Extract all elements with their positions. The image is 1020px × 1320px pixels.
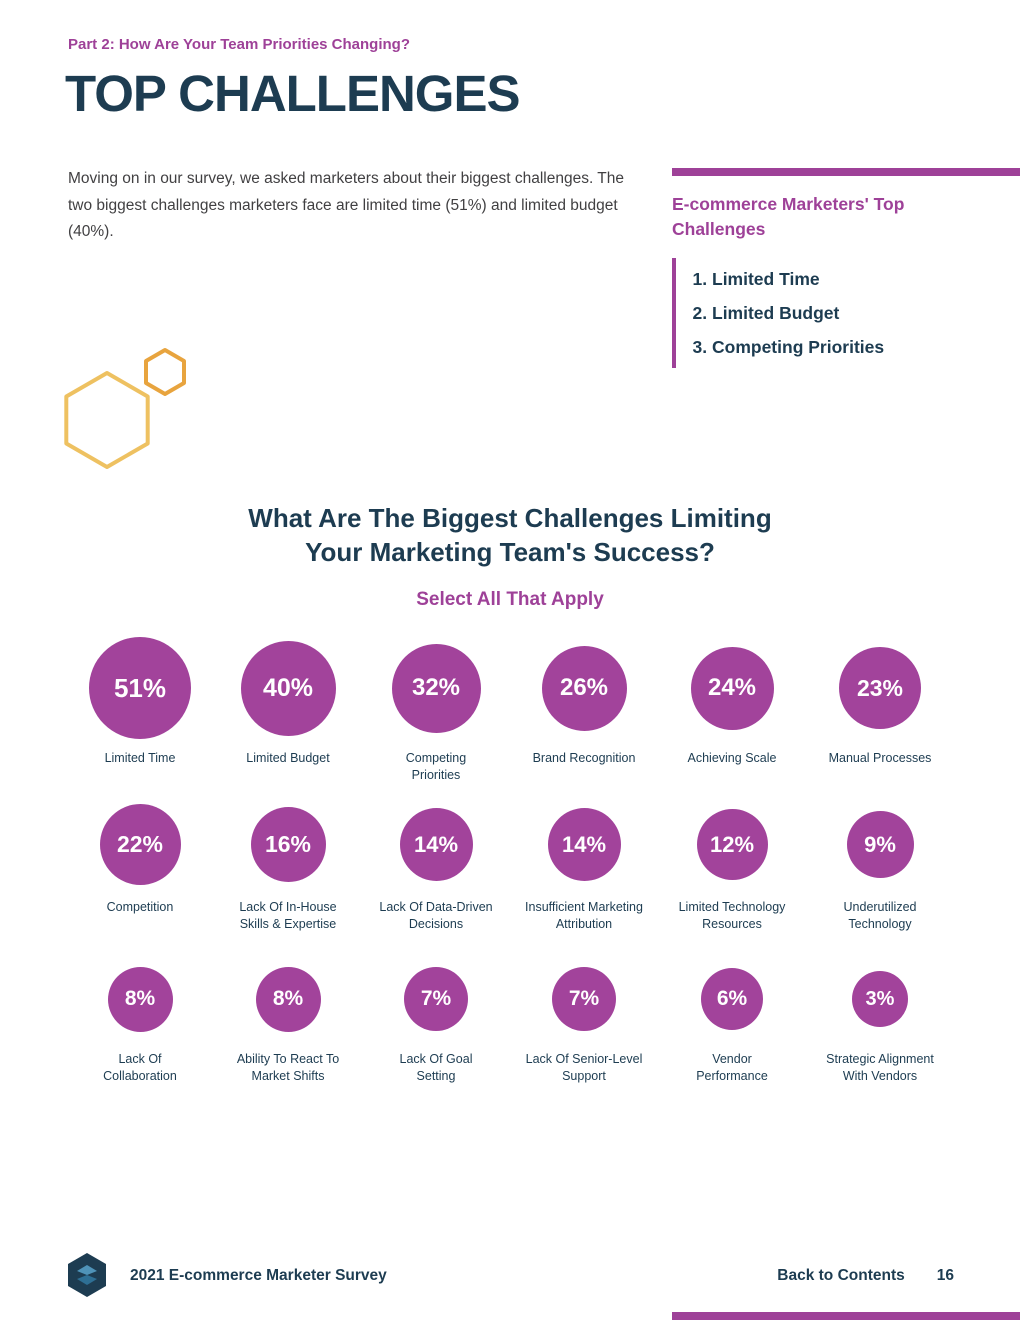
bubble: 40% — [240, 640, 336, 736]
bubble-label: Vendor Performance — [696, 1052, 768, 1084]
intro-paragraph: Moving on in our survey, we asked market… — [68, 170, 625, 241]
bubble: 14% — [547, 808, 621, 881]
bubble-value: 6% — [716, 987, 748, 1010]
bubble-value: 12% — [709, 831, 755, 857]
bubble-item: 32% Competing Priorities — [362, 634, 510, 785]
bubble-label: Lack Of Data-Driven Decisions — [379, 899, 493, 931]
bubble-item: 8% Ability To React To Market Shifts — [214, 955, 362, 1086]
bubble: 23% — [839, 647, 921, 729]
bubble-item: 16% Lack Of In-House Skills & Expertise — [214, 799, 362, 934]
bubble-value: 3% — [865, 987, 895, 1010]
page-title: TOP CHALLENGES — [65, 65, 521, 122]
bubble-value: 24% — [707, 674, 757, 701]
bubble-value: 7% — [420, 987, 452, 1010]
bubble: 51% — [89, 637, 191, 739]
bubble-item: 14% Lack Of Data-Driven Decisions — [362, 799, 510, 934]
bubble-item: 9% Underutilized Technology — [806, 799, 954, 934]
sidebar-list-item: Limited Time — [712, 262, 884, 296]
bubble-label: Competing Priorities — [405, 751, 467, 783]
bubble-label: Lack Of Goal Setting — [399, 1052, 473, 1084]
bubble-label: Manual Processes — [828, 751, 932, 765]
bubble-chart: 51% Limited Time 40% Limited Budget 32% Com… — [66, 634, 954, 1086]
bubble-item: 6% Vendor Performance — [658, 955, 806, 1086]
bubble-label: Lack Of In-House Skills & Expertise — [239, 899, 337, 931]
hexagon-decoration-icon — [64, 348, 186, 469]
chart-subtitle: Select All That Apply — [416, 589, 604, 610]
bubble: 9% — [846, 811, 914, 878]
bubble-value: 7% — [568, 987, 600, 1010]
back-to-contents-link[interactable]: Back to Contents — [777, 1267, 905, 1284]
bubble-label: Brand Recognition — [532, 751, 636, 765]
bubble-item: 22% Competition — [66, 799, 214, 934]
bubble: 8% — [107, 966, 173, 1032]
bubble-label: Insufficient Marketing Attribution — [525, 899, 643, 931]
bubble-value: 9% — [864, 831, 896, 857]
bubble-item: 24% Achieving Scale — [658, 634, 806, 785]
bubble-label: Competition — [106, 899, 174, 914]
bubble: 16% — [250, 807, 326, 882]
bubble-label: Achieving Scale — [687, 751, 777, 765]
bubble: 24% — [690, 646, 774, 730]
bubble-item: 40% Limited Budget — [214, 634, 362, 785]
bubble-row: 22% Competition 16% Lack Of In-House Skill… — [66, 799, 954, 934]
bubble-item: 23% Manual Processes — [806, 634, 954, 785]
chart-title: What Are The Biggest Challenges Limiting… — [248, 503, 772, 567]
sidebar-list-item: Competing Priorities — [712, 330, 884, 364]
sidebar-accent-bar — [672, 168, 1020, 176]
footer-accent-bar — [672, 1312, 1020, 1320]
page-number: 16 — [936, 1267, 954, 1284]
bubble-item: 26% Brand Recognition — [510, 634, 658, 785]
bubble-label: Limited Budget — [246, 751, 330, 765]
bubble-value: 23% — [856, 674, 904, 701]
section-kicker: Part 2: How Are Your Team Priorities Cha… — [68, 36, 411, 53]
brand-logo-icon — [68, 1253, 106, 1297]
bubble-label: Limited Time — [104, 751, 176, 765]
bubble-value: 8% — [272, 987, 304, 1010]
bubble-value: 26% — [559, 674, 609, 701]
bubble: 7% — [404, 967, 468, 1031]
bubble-value: 40% — [262, 673, 314, 702]
bubble-value: 16% — [264, 831, 312, 857]
bubble: 6% — [701, 968, 763, 1030]
bubble-row: 8% Lack Of Collaboration 8% Ability To Rea… — [66, 955, 954, 1086]
bubble-label: Ability To React To Market Shifts — [236, 1052, 340, 1084]
bubble-item: 8% Lack Of Collaboration — [66, 955, 214, 1086]
sidebar-list-item: Limited Budget — [712, 296, 884, 330]
bubble-item: 3% Strategic Alignment With Vendors — [806, 955, 954, 1086]
bubble-label: Underutilized Technology — [843, 899, 917, 931]
bubble: 26% — [541, 645, 627, 731]
sidebar-top-challenges-list: Limited Time Limited Budget Competing Pr… — [672, 258, 884, 369]
bubble: 22% — [99, 804, 181, 885]
bubble-row: 51% Limited Time 40% Limited Budget 32% Com… — [66, 634, 954, 785]
bubble: 12% — [696, 809, 768, 880]
bubble: 8% — [255, 966, 321, 1032]
bubble: 32% — [391, 643, 481, 733]
bubble-value: 32% — [411, 674, 461, 701]
bubble-item: 14% Insufficient Marketing Attribution — [510, 799, 658, 934]
bubble: 3% — [852, 971, 908, 1027]
bubble-label: Limited Technology Resources — [678, 899, 786, 931]
sidebar-heading: E-commerce Marketers' Top Challenges — [672, 194, 905, 240]
bubble-value: 22% — [116, 831, 164, 857]
bubble-item: 7% Lack Of Goal Setting — [362, 955, 510, 1086]
bubble-value: 8% — [124, 987, 156, 1010]
bubble-value: 14% — [413, 831, 459, 857]
bubble-value: 14% — [561, 831, 607, 857]
bubble-item: 51% Limited Time — [66, 634, 214, 785]
bubble: 7% — [552, 967, 616, 1031]
bubble-label: Strategic Alignment With Vendors — [826, 1052, 934, 1084]
footer-survey-name: 2021 E-commerce Marketer Survey — [130, 1267, 387, 1284]
bubble-item: 7% Lack Of Senior-Level Support — [510, 955, 658, 1086]
bubble-label: Lack Of Senior-Level Support — [525, 1052, 643, 1084]
bubble-label: Lack Of Collaboration — [103, 1052, 177, 1084]
bubble-value: 51% — [113, 672, 167, 703]
bubble-item: 12% Limited Technology Resources — [658, 799, 806, 934]
bubble: 14% — [399, 808, 473, 881]
